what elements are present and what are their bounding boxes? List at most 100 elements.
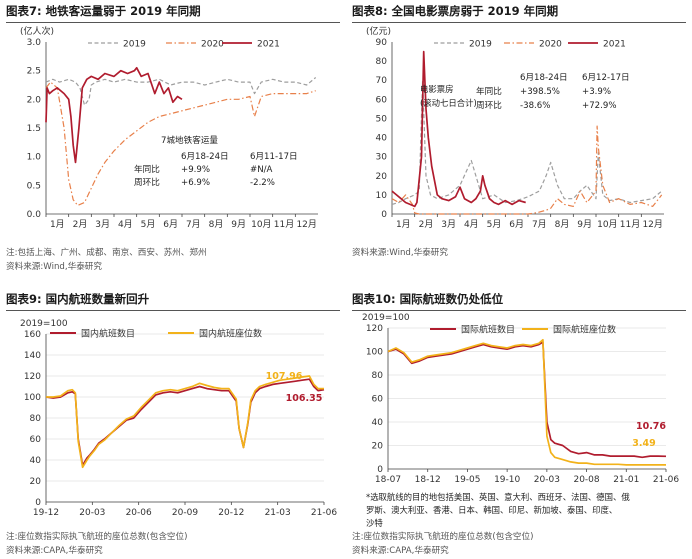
y-tick-label: 60 bbox=[372, 395, 384, 405]
legend-label: 2019 bbox=[469, 40, 492, 50]
annotation-cell: +3.9% bbox=[582, 87, 611, 97]
x-tick-label: 6月 bbox=[509, 219, 524, 230]
annotation-cell: #N/A bbox=[250, 165, 273, 175]
x-tick-label: 2月 bbox=[73, 219, 88, 230]
annotation-side-label: 电影票房 bbox=[420, 84, 454, 94]
y-axis-unit-label: (亿元) bbox=[366, 25, 391, 37]
annotation-cell: -2.2% bbox=[250, 178, 275, 188]
y-tick-label: 20 bbox=[372, 442, 384, 452]
x-tick-label: 10月 bbox=[251, 219, 271, 230]
chart-international: 0 20 40 60 80 100 120 18-07 18-12 19-05 19-10 20-03… bbox=[362, 313, 679, 528]
source-note: 资料来源:Wind,华泰研究 bbox=[352, 248, 448, 258]
annotation-cell: +72.9% bbox=[582, 101, 617, 111]
legend-label: 2021 bbox=[603, 40, 626, 50]
series-line-国内航班座位数 bbox=[46, 375, 324, 469]
y-tick-label: 20 bbox=[376, 172, 388, 182]
end-label: 3.49 bbox=[632, 438, 655, 449]
annotation-header: 6月12-17日 bbox=[582, 72, 630, 83]
panel-title: 图表7: 地铁客运量弱于 2019 年同期 bbox=[6, 4, 201, 18]
x-tick-label: 20-12 bbox=[218, 508, 244, 518]
title-rule bbox=[6, 310, 340, 311]
y-tick-label: 40 bbox=[30, 456, 42, 466]
y-tick-label: 30 bbox=[376, 153, 388, 163]
y-axis-unit-label: 2019=100 bbox=[362, 313, 410, 323]
y-tick-label: 0 bbox=[377, 465, 383, 475]
x-tick-label: 20-06 bbox=[126, 508, 152, 518]
y-tick-label: 90 bbox=[376, 38, 388, 48]
y-tick-label: 80 bbox=[372, 371, 384, 381]
x-tick-label: 21-03 bbox=[265, 508, 291, 518]
annotation-side-label: (滚动七日合计) bbox=[420, 98, 477, 108]
series-line-2020 bbox=[45, 81, 316, 206]
x-tick-label: 8月 bbox=[209, 219, 224, 230]
y-axis-unit-label: 2019=100 bbox=[20, 319, 68, 329]
annotation-cell: -38.6% bbox=[520, 101, 550, 111]
y-tick-label: 2.0 bbox=[27, 95, 42, 105]
x-tick-label: 3月 bbox=[441, 219, 456, 230]
y-tick-label: 0 bbox=[35, 498, 41, 508]
x-tick-label: 20-03 bbox=[534, 475, 560, 485]
annotation-header: 6月18-24日 bbox=[181, 151, 229, 162]
x-tick-label: 12月 bbox=[296, 219, 316, 230]
x-tick-label: 2月 bbox=[419, 219, 434, 230]
series-line-2019 bbox=[391, 79, 663, 205]
y-tick-label: 80 bbox=[30, 414, 42, 424]
x-tick-label: 7月 bbox=[532, 219, 547, 230]
x-tick-label: 20-09 bbox=[172, 508, 198, 518]
y-tick-label: 60 bbox=[30, 435, 42, 445]
series-line-2020 bbox=[391, 125, 663, 215]
x-tick-label: 18-07 bbox=[375, 475, 401, 485]
y-tick-label: 0.0 bbox=[27, 210, 42, 220]
source-note: 资料来源:Wind,华泰研究 bbox=[6, 262, 102, 272]
x-tick-label: 1月 bbox=[50, 219, 65, 230]
panel-domestic: 图表9: 国内航班数量新回升 0 20 40 60 80 100 120 140 160 19-1… bbox=[6, 290, 340, 556]
legend-label: 2021 bbox=[257, 40, 280, 50]
y-tick-label: 70 bbox=[376, 76, 388, 86]
legend-label: 2020 bbox=[201, 40, 224, 50]
series-line-2019 bbox=[45, 77, 317, 106]
x-tick-label: 1月 bbox=[396, 219, 411, 230]
series-line-国际航班座位数 bbox=[387, 338, 666, 466]
footnote: 注:包括上海、广州、成都、南京、西安、苏州、郑州 bbox=[6, 248, 207, 258]
chart-footnote: 罗斯、澳大利亚、香港、日本、韩国、印尼、新加坡、泰国、印度、 bbox=[366, 505, 617, 515]
chart-footnote: 沙特 bbox=[366, 518, 383, 528]
annotation-cell: +9.9% bbox=[181, 165, 210, 175]
x-tick-label: 21-06 bbox=[653, 475, 679, 485]
annotation-title: 7城地铁客运量 bbox=[161, 134, 218, 146]
end-label: 107.96 bbox=[266, 371, 303, 382]
x-tick-label: 19-12 bbox=[33, 508, 59, 518]
footnote: 注:座位数指实际执飞航班的座位总数(包含空位) bbox=[6, 532, 188, 542]
panel-title: 图表9: 国内航班数量新回升 bbox=[6, 292, 150, 306]
x-tick-label: 11月 bbox=[620, 219, 640, 230]
x-tick-label: 18-12 bbox=[415, 475, 441, 485]
x-tick-label: 11月 bbox=[274, 219, 294, 230]
x-tick-label: 4月 bbox=[464, 219, 479, 230]
x-tick-label: 7月 bbox=[186, 219, 201, 230]
panel-boxoffice: 图表8: 全国电影票房弱于 2019 年同期 0 10 20 30 40 50 60 70 80… bbox=[352, 2, 686, 272]
annotation-cell: 年同比 bbox=[476, 85, 502, 97]
annotation-cell: +6.9% bbox=[181, 178, 210, 188]
y-tick-label: 100 bbox=[366, 348, 383, 358]
x-tick-label: 3月 bbox=[95, 219, 110, 230]
annotation-header: 6月11-17日 bbox=[250, 151, 298, 162]
chart-footnote: *选取航线的目的地包括美国、英国、意大利、西班牙、法国、德国、俄 bbox=[366, 492, 630, 502]
title-rule bbox=[352, 310, 686, 311]
series-line-国内航班数目 bbox=[45, 378, 325, 467]
y-tick-label: 20 bbox=[30, 477, 42, 487]
y-axis-unit-label: (亿人次) bbox=[20, 25, 54, 37]
title-rule bbox=[6, 22, 340, 23]
legend-label: 国内航班座位数 bbox=[199, 328, 262, 340]
y-tick-label: 0.5 bbox=[27, 181, 41, 191]
legend-label: 国内航班数目 bbox=[81, 328, 135, 340]
y-tick-label: 40 bbox=[372, 418, 384, 428]
title-rule bbox=[352, 22, 686, 23]
x-tick-label: 9月 bbox=[231, 219, 246, 230]
chart-boxoffice: 0 10 20 30 40 50 60 70 80 90 1月 2月 3月 4月 5月 6月 7月 8月 9月 10月… bbox=[366, 25, 664, 230]
x-tick-label: 10月 bbox=[597, 219, 617, 230]
y-tick-label: 160 bbox=[24, 330, 41, 340]
y-tick-label: 40 bbox=[376, 134, 388, 144]
y-tick-label: 100 bbox=[24, 393, 41, 403]
legend-label: 2020 bbox=[539, 40, 562, 50]
chart-domestic: 0 20 40 60 80 100 120 140 160 19-12 20-03 20-06 20-0… bbox=[20, 319, 337, 518]
annotation-cell: 年同比 bbox=[134, 163, 160, 175]
